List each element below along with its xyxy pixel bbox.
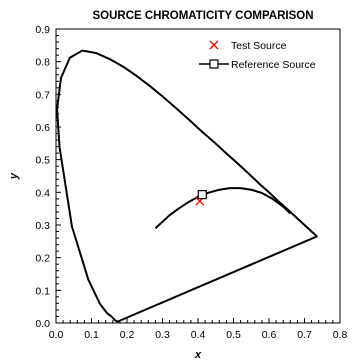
y-tick-label: 0.2 — [35, 253, 50, 265]
y-tick-label: 0.6 — [35, 122, 50, 134]
legend-test-source-marker — [209, 40, 219, 50]
x-tick-label: 0.5 — [226, 329, 241, 341]
x-tick-label: 0.0 — [49, 329, 64, 341]
x-axis-label: x — [194, 349, 202, 361]
plot-frame — [55, 28, 341, 324]
planckian-locus-line — [154, 187, 291, 230]
x-tick-label: 0.6 — [262, 329, 277, 341]
x-tick-label: 0.8 — [333, 329, 348, 341]
x-tick-labels: 0.0 0.1 0.2 0.3 0.4 0.5 0.6 0.7 0.8 — [49, 329, 348, 341]
x-tick-label: 0.4 — [191, 329, 206, 341]
data-points — [195, 190, 207, 206]
y-tick-label: 0.3 — [35, 220, 50, 232]
legend-reference-source-marker — [199, 59, 229, 69]
reference-source-point — [197, 190, 207, 200]
y-tick-label: 0.1 — [35, 285, 50, 297]
x-tick-label: 0.7 — [297, 329, 312, 341]
y-tick-label: 0.0 — [35, 318, 50, 330]
chart-title: SOURCE CHROMATICITY COMPARISON — [92, 10, 313, 22]
legend: Test Source Reference Source — [199, 40, 316, 71]
spectral-locus-line — [56, 49, 318, 323]
y-tick-label: 0.9 — [35, 24, 50, 36]
y-tick-label: 0.7 — [35, 89, 50, 101]
legend-test-source-label: Test Source — [231, 40, 287, 52]
y-tick-label: 0.4 — [35, 187, 50, 199]
x-tick-label: 0.2 — [120, 329, 135, 341]
y-tick-label: 0.8 — [35, 57, 50, 69]
legend-reference-source-label: Reference Source — [231, 59, 316, 71]
x-tick-label: 0.1 — [84, 329, 99, 341]
x-tick-label: 0.3 — [155, 329, 170, 341]
y-tick-label: 0.5 — [35, 155, 50, 167]
axis-ticks — [55, 28, 341, 324]
y-axis-label: y — [8, 172, 20, 180]
y-tick-labels: 0.0 0.1 0.2 0.3 0.4 0.5 0.6 0.7 0.8 0.9 — [35, 24, 50, 330]
